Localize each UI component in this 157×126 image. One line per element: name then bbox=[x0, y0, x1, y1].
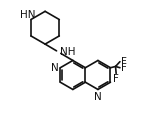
Text: F: F bbox=[121, 57, 126, 67]
Text: N: N bbox=[94, 92, 102, 102]
Text: N: N bbox=[51, 63, 59, 73]
Text: F: F bbox=[121, 63, 126, 73]
Text: NH: NH bbox=[60, 47, 76, 57]
Text: HN: HN bbox=[20, 10, 36, 20]
Text: F: F bbox=[113, 74, 119, 84]
